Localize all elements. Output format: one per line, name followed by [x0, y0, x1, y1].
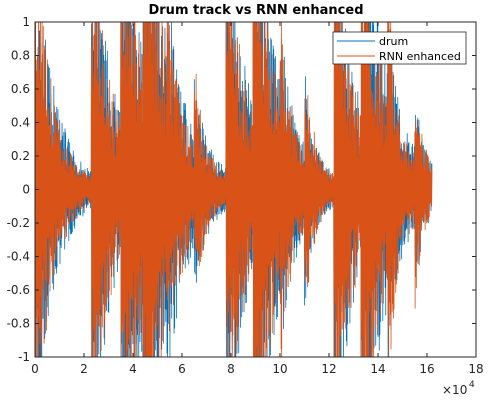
y-tick-label: 1: [22, 15, 30, 29]
x-tick-label: 4: [129, 362, 137, 376]
y-tick-label: -0.6: [7, 283, 30, 297]
x-tick-label: 18: [468, 362, 483, 376]
x-exponent-power: 4: [469, 380, 475, 390]
x-tick-label: 16: [419, 362, 434, 376]
series-layer: [35, 22, 433, 357]
legend-box: [332, 31, 467, 65]
x-tick-label: 0: [31, 362, 39, 376]
chart-title: Drum track vs RNN enhanced: [148, 3, 363, 18]
y-tick-label: 0: [22, 183, 30, 197]
y-tick-label: 0.6: [11, 82, 30, 96]
y-tick-label: 0.2: [11, 149, 30, 163]
series-line-rnn-enhanced: [35, 22, 433, 357]
x-exponent: ×10 4: [442, 380, 475, 397]
x-tick-label: 8: [227, 362, 235, 376]
y-tick-label: 0.8: [11, 49, 30, 63]
y-tick-label: -1: [18, 350, 30, 364]
x-exponent-base: ×10: [442, 383, 467, 397]
y-tick-label: -0.2: [7, 216, 30, 230]
y-tick-label: 0.4: [11, 116, 30, 130]
tick-layer: 0 2 4 6 8 10 12 14 16 18 -1 -0.8 -0.6 -0.4 -0.2 0 0.2 0.4…: [7, 15, 484, 376]
y-tick-label: -0.8: [7, 317, 30, 331]
y-tick-label: -0.4: [7, 250, 30, 264]
legend[interactable]: drum RNN enhanced: [332, 31, 467, 65]
x-tick-label: 12: [321, 362, 336, 376]
legend-label-drum: drum: [379, 35, 408, 48]
x-tick-label: 6: [178, 362, 186, 376]
x-tick-label: 14: [370, 362, 385, 376]
x-tick-label: 2: [80, 362, 88, 376]
legend-label-rnn-enhanced: RNN enhanced: [379, 50, 461, 63]
x-tick-label: 10: [272, 362, 287, 376]
